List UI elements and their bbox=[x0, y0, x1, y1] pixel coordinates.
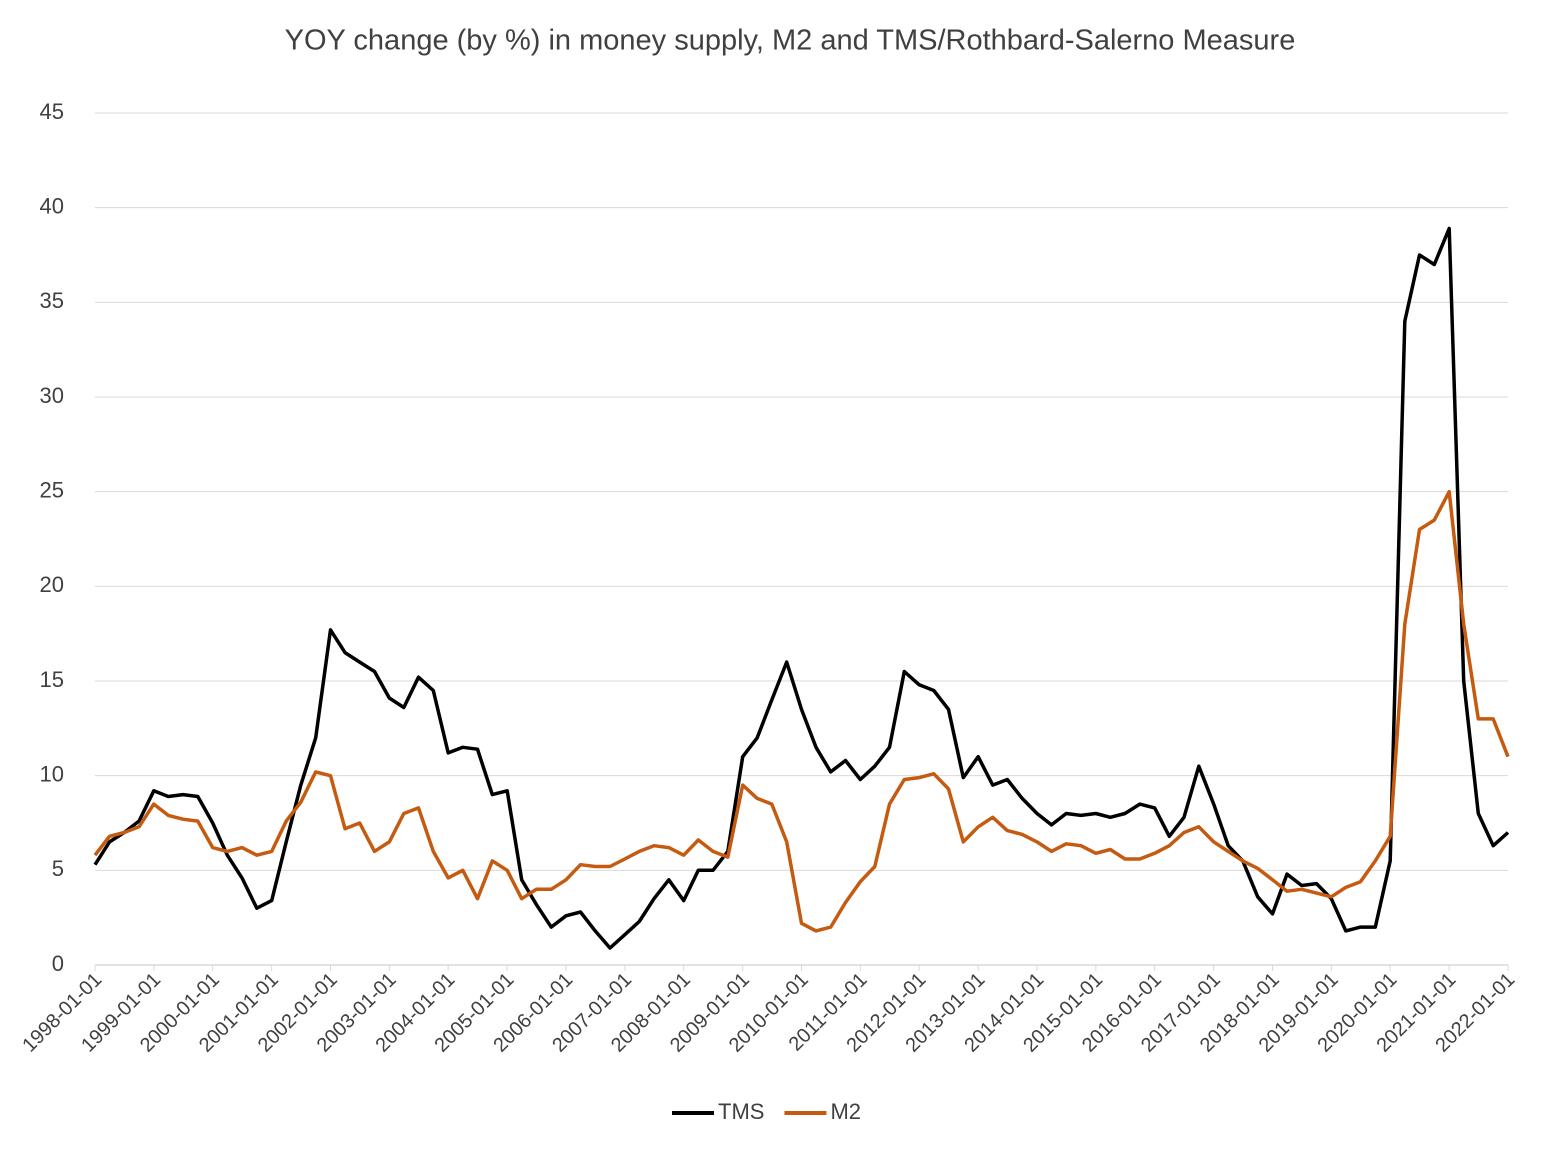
y-tick-label: 10 bbox=[40, 761, 64, 786]
y-tick-label: 35 bbox=[40, 288, 64, 313]
y-tick-label: 5 bbox=[52, 856, 64, 881]
series-line bbox=[93, 226, 1510, 950]
y-tick-label: 25 bbox=[40, 477, 64, 502]
series-line bbox=[93, 489, 1510, 933]
y-tick-label: 15 bbox=[40, 667, 64, 692]
legend-label: M2 bbox=[830, 1099, 861, 1124]
y-tick-label: 40 bbox=[40, 193, 64, 218]
y-tick-label: 0 bbox=[52, 951, 64, 976]
y-tick-label: 45 bbox=[40, 99, 64, 124]
legend-label: TMS bbox=[718, 1099, 764, 1124]
chart-title: YOY change (by %) in money supply, M2 an… bbox=[285, 25, 1296, 57]
y-tick-label: 20 bbox=[40, 572, 64, 597]
y-tick-label: 30 bbox=[40, 383, 64, 408]
